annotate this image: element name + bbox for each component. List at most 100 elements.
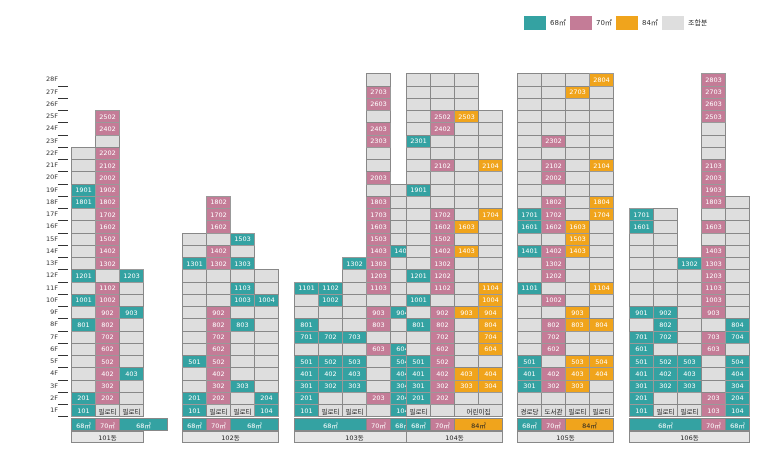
- floor-label: 23F: [45, 136, 58, 145]
- floor-tick: [58, 257, 68, 258]
- unit-cell-blank: [629, 293, 654, 307]
- unit-cell-blank: [430, 73, 455, 87]
- unit-cell: 902: [206, 306, 231, 320]
- unit-cell-blank: [589, 146, 614, 160]
- unit-cell-blank: [653, 342, 678, 356]
- unit-cell-blank: [565, 195, 590, 209]
- unit-cell: 302: [430, 379, 455, 393]
- unit-cell-blank: [725, 269, 750, 283]
- unit-cell-blank: [71, 355, 96, 369]
- unit-cell: 1402: [95, 244, 120, 258]
- unit-cell: 1002: [318, 293, 343, 307]
- floor-tick: [58, 342, 68, 344]
- area-label: 70㎡: [701, 418, 726, 431]
- unit-cell: 101: [71, 404, 96, 418]
- unit-cell-blank: [230, 367, 255, 381]
- unit-cell-blank: [342, 318, 367, 332]
- unit-cell: 1403: [565, 244, 590, 258]
- unit-cell: 702: [206, 330, 231, 344]
- unit-cell-blank: [406, 195, 431, 209]
- unit-cell-blank: [230, 244, 255, 258]
- unit-cell-blank: [366, 355, 391, 369]
- unit-cell: 1402: [206, 244, 231, 258]
- unit-cell-blank: [366, 293, 391, 307]
- unit-cell-blank: [230, 355, 255, 369]
- floor-label: 19F: [45, 185, 58, 194]
- unit-cell: 202: [430, 391, 455, 405]
- unit-cell-blank: [454, 183, 479, 197]
- floor-label: 18F: [45, 197, 58, 206]
- unit-cell-blank: [254, 281, 279, 295]
- area-label: 68㎡: [629, 418, 702, 431]
- unit-cell-blank: [629, 269, 654, 283]
- unit-cell: 2703: [701, 85, 726, 99]
- unit-cell-blank: [565, 281, 590, 295]
- unit-cell-blank: [71, 244, 96, 258]
- unit-cell: 필로티: [95, 404, 120, 418]
- unit-cell: 1102: [95, 281, 120, 295]
- unit-cell-blank: [653, 208, 678, 222]
- unit-cell: 304: [478, 379, 503, 393]
- unit-cell-blank: [517, 232, 542, 246]
- unit-cell-blank: [701, 146, 726, 160]
- unit-cell-blank: [517, 110, 542, 124]
- unit-cell: 803: [230, 318, 255, 332]
- unit-cell-blank: [541, 391, 566, 405]
- unit-cell-blank: [342, 306, 367, 320]
- unit-cell-blank: [454, 330, 479, 344]
- unit-cell: 1302: [677, 257, 702, 271]
- unit-cell: 2104: [478, 159, 503, 173]
- unit-cell: 1201: [71, 269, 96, 283]
- unit-cell-blank: [406, 281, 431, 295]
- unit-cell-blank: [725, 208, 750, 222]
- unit-cell-blank: [565, 391, 590, 405]
- unit-cell-blank: [478, 122, 503, 136]
- unit-cell-blank: [342, 269, 367, 283]
- floor-label: 24F: [45, 124, 58, 133]
- unit-cell-blank: [541, 146, 566, 160]
- unit-cell-blank: [565, 342, 590, 356]
- unit-cell: 201: [182, 391, 207, 405]
- unit-cell-blank: [254, 306, 279, 320]
- area-label: 70㎡: [366, 418, 391, 431]
- building-name: 102동: [182, 431, 279, 443]
- unit-cell: 403: [119, 367, 144, 381]
- unit-cell: 802: [206, 318, 231, 332]
- legend-label: 70㎡: [596, 19, 612, 27]
- unit-cell-blank: [119, 281, 144, 295]
- unit-cell: 경로당: [517, 404, 542, 418]
- floor-label: 12F: [45, 271, 58, 280]
- unit-cell-blank: [565, 171, 590, 185]
- unit-cell: 1602: [541, 220, 566, 234]
- legend-swatch: [616, 16, 638, 30]
- unit-cell-blank: [406, 306, 431, 320]
- unit-cell-blank: [589, 293, 614, 307]
- unit-cell: 1702: [95, 208, 120, 222]
- unit-cell-blank: [406, 257, 431, 271]
- unit-cell-blank: [653, 257, 678, 271]
- floor-tick: [58, 391, 68, 393]
- unit-cell: 802: [541, 318, 566, 332]
- unit-cell: 2603: [701, 97, 726, 111]
- unit-cell-blank: [119, 330, 144, 344]
- floor-tick: [58, 306, 68, 307]
- unit-cell-blank: [629, 318, 654, 332]
- unit-cell: 402: [541, 367, 566, 381]
- unit-cell-blank: [182, 232, 207, 246]
- unit-cell-blank: [653, 391, 678, 405]
- unit-cell: 301: [517, 379, 542, 393]
- unit-cell: 404: [478, 367, 503, 381]
- unit-cell-blank: [366, 110, 391, 124]
- unit-cell-blank: [677, 269, 702, 283]
- unit-cell-blank: [366, 404, 391, 418]
- unit-cell: 702: [95, 330, 120, 344]
- unit-cell: 2002: [541, 171, 566, 185]
- unit-cell: 502: [95, 355, 120, 369]
- unit-cell-blank: [366, 330, 391, 344]
- floor-tick: [58, 134, 68, 136]
- unit-cell-blank: [71, 257, 96, 271]
- unit-cell-blank: [95, 269, 120, 283]
- unit-cell-blank: [230, 269, 255, 283]
- floor-tick: [58, 281, 68, 283]
- floor-tick: [58, 367, 68, 369]
